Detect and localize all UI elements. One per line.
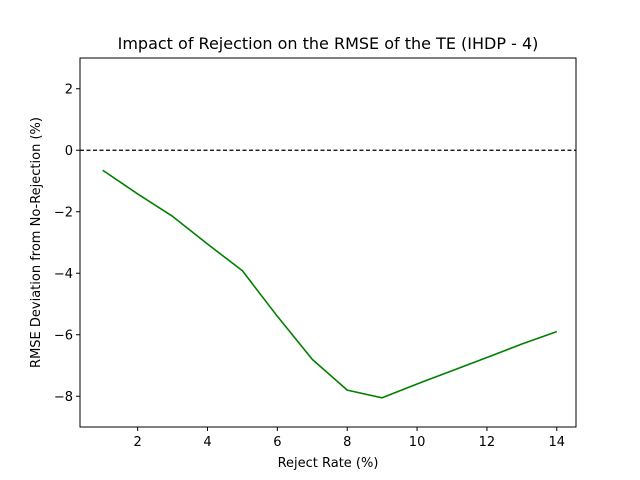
x-tick-label: 2	[133, 435, 141, 450]
x-tick-label: 4	[203, 435, 211, 450]
y-tick-label: −4	[54, 267, 73, 282]
y-axis-label: RMSE Deviation from No-Rejection (%)	[29, 117, 44, 368]
x-tick-label: 10	[409, 435, 426, 450]
x-tick-label: 12	[479, 435, 496, 450]
y-tick-label: −8	[54, 390, 73, 405]
x-tick-label: 14	[549, 435, 566, 450]
x-tick-label: 6	[273, 435, 281, 450]
series-line-0	[102, 169, 558, 399]
axes-frame	[79, 57, 577, 428]
x-axis-label: Reject Rate (%)	[278, 456, 379, 471]
x-tick-label: 8	[343, 435, 351, 450]
y-tick-label: 0	[65, 144, 73, 159]
y-tick-label: −6	[54, 328, 73, 343]
y-tick-label: −2	[54, 205, 73, 220]
y-tick-label: 2	[65, 82, 73, 97]
plot-area: 2 4 6 8 10 12 14 −8 −6 −4 −2 0 2	[54, 82, 576, 450]
chart-title: Impact of Rejection on the RMSE of the T…	[118, 34, 539, 53]
